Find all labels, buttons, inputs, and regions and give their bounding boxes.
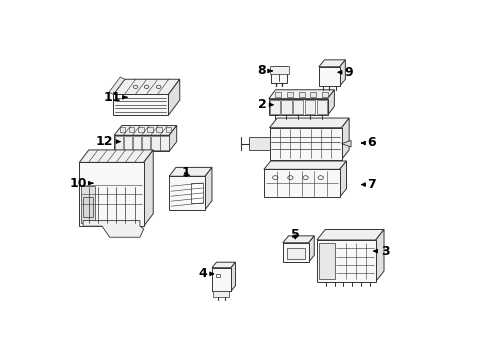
Bar — [211, 268, 230, 291]
Polygon shape — [143, 150, 153, 226]
Polygon shape — [109, 77, 124, 94]
Polygon shape — [341, 118, 348, 159]
Bar — [160, 136, 168, 150]
Bar — [269, 128, 341, 159]
Bar — [142, 136, 150, 150]
Bar — [304, 100, 314, 114]
Bar — [286, 92, 292, 97]
Bar — [264, 169, 339, 197]
Bar — [318, 67, 339, 86]
Bar — [281, 100, 291, 114]
Polygon shape — [339, 161, 346, 197]
Text: 9: 9 — [338, 66, 353, 79]
Bar — [318, 243, 335, 279]
Polygon shape — [375, 229, 383, 282]
Polygon shape — [168, 79, 180, 115]
Polygon shape — [308, 236, 314, 262]
Polygon shape — [230, 262, 235, 291]
Polygon shape — [205, 167, 211, 210]
Bar — [269, 100, 279, 114]
Text: 12: 12 — [96, 135, 120, 148]
Polygon shape — [113, 79, 180, 94]
Polygon shape — [268, 90, 334, 99]
Polygon shape — [83, 221, 143, 237]
Polygon shape — [282, 236, 314, 243]
Bar — [114, 136, 122, 150]
Polygon shape — [341, 140, 350, 147]
Bar — [286, 248, 304, 260]
Polygon shape — [211, 262, 235, 268]
Bar — [114, 135, 169, 151]
Bar — [213, 291, 229, 297]
Bar — [138, 127, 143, 132]
Text: 11: 11 — [103, 91, 126, 104]
Text: 5: 5 — [290, 228, 299, 241]
Bar — [316, 100, 326, 114]
Text: 2: 2 — [257, 98, 272, 111]
Text: 1: 1 — [182, 166, 190, 179]
Bar — [79, 162, 143, 226]
Polygon shape — [264, 161, 346, 169]
Bar — [268, 99, 327, 115]
Bar — [275, 92, 281, 97]
Bar — [81, 186, 95, 223]
Text: 6: 6 — [361, 136, 375, 149]
Bar — [165, 127, 171, 132]
Bar — [156, 127, 162, 132]
Polygon shape — [269, 118, 348, 128]
Polygon shape — [169, 126, 176, 151]
Bar — [147, 127, 152, 132]
Bar — [123, 136, 132, 150]
Bar — [169, 176, 205, 210]
Text: 4: 4 — [199, 267, 213, 280]
Polygon shape — [169, 167, 211, 176]
Polygon shape — [79, 150, 153, 162]
Text: 8: 8 — [257, 64, 271, 77]
Polygon shape — [190, 183, 203, 203]
Bar — [151, 136, 159, 150]
Text: 10: 10 — [69, 177, 92, 190]
Text: 3: 3 — [373, 244, 388, 258]
Bar — [129, 127, 134, 132]
Polygon shape — [114, 126, 176, 135]
Polygon shape — [318, 60, 345, 67]
Bar — [120, 127, 125, 132]
Bar — [133, 136, 141, 150]
Bar — [298, 92, 304, 97]
Bar — [292, 100, 303, 114]
Polygon shape — [316, 229, 383, 240]
Polygon shape — [339, 60, 345, 86]
Polygon shape — [327, 90, 334, 115]
Bar — [270, 67, 286, 82]
Bar — [269, 67, 288, 74]
Bar — [310, 92, 316, 97]
Polygon shape — [248, 137, 269, 150]
Text: 7: 7 — [361, 178, 375, 191]
Bar — [316, 240, 375, 282]
Bar — [215, 274, 220, 277]
Bar — [322, 92, 327, 97]
Bar — [83, 198, 93, 217]
Bar — [282, 243, 308, 262]
Bar — [113, 94, 168, 115]
